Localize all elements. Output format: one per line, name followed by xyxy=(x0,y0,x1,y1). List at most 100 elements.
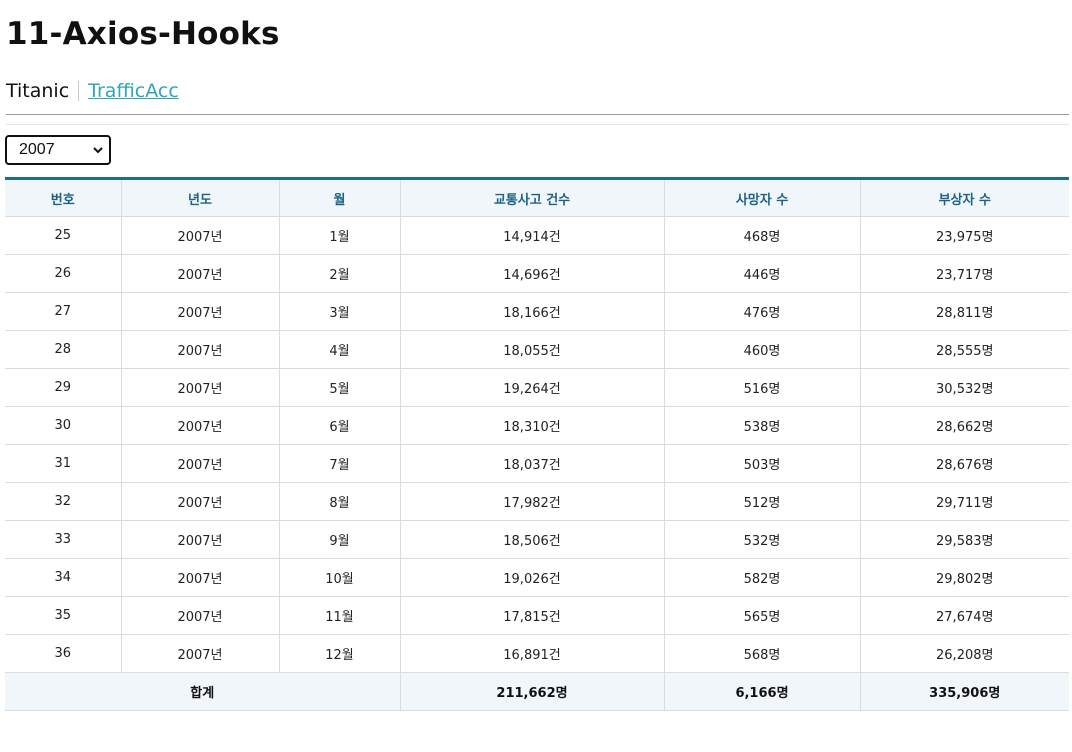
cell-injuries: 28,811명 xyxy=(860,292,1069,331)
divider-light xyxy=(6,124,1069,125)
header-accidents: 교통사고 건수 xyxy=(400,178,665,217)
table-header-row: 번호 년도 월 교통사고 건수 사망자 수 부상자 수 xyxy=(5,178,1069,217)
cell-injuries: 29,802명 xyxy=(860,558,1069,597)
cell-no: 31 xyxy=(5,444,122,483)
table-row: 25 2007년 1월 14,914건 468명 23,975명 xyxy=(5,216,1069,255)
cell-accidents: 18,055건 xyxy=(400,330,665,369)
header-injuries: 부상자 수 xyxy=(860,178,1069,217)
cell-year: 2007년 xyxy=(121,444,280,483)
cell-deaths: 468명 xyxy=(664,216,861,255)
cell-month: 1월 xyxy=(279,216,401,255)
cell-no: 25 xyxy=(5,216,122,255)
nav-link-titanic[interactable]: Titanic xyxy=(6,80,70,102)
table-row: 26 2007년 2월 14,696건 446명 23,717명 xyxy=(5,254,1069,293)
cell-accidents: 19,026건 xyxy=(400,558,665,597)
cell-injuries: 29,583명 xyxy=(860,520,1069,559)
table-row: 33 2007년 9월 18,506건 532명 29,583명 xyxy=(5,520,1069,559)
cell-accidents: 18,037건 xyxy=(400,444,665,483)
cell-year: 2007년 xyxy=(121,520,280,559)
cell-month: 8월 xyxy=(279,482,401,521)
total-deaths: 6,166명 xyxy=(664,672,861,711)
table-row: 28 2007년 4월 18,055건 460명 28,555명 xyxy=(5,330,1069,369)
cell-injuries: 28,555명 xyxy=(860,330,1069,369)
cell-month: 12월 xyxy=(279,634,401,673)
cell-injuries: 26,208명 xyxy=(860,634,1069,673)
cell-injuries: 29,711명 xyxy=(860,482,1069,521)
cell-year: 2007년 xyxy=(121,292,280,331)
cell-no: 32 xyxy=(5,482,122,521)
header-no: 번호 xyxy=(5,178,122,217)
cell-deaths: 538명 xyxy=(664,406,861,445)
nav-link-trafficacc[interactable]: TrafficAcc xyxy=(88,80,179,102)
cell-deaths: 460명 xyxy=(664,330,861,369)
cell-year: 2007년 xyxy=(121,368,280,407)
cell-month: 3월 xyxy=(279,292,401,331)
cell-injuries: 27,674명 xyxy=(860,596,1069,635)
table-row: 32 2007년 8월 17,982건 512명 29,711명 xyxy=(5,482,1069,521)
cell-month: 4월 xyxy=(279,330,401,369)
cell-no: 33 xyxy=(5,520,122,559)
cell-no: 27 xyxy=(5,292,122,331)
cell-accidents: 16,891건 xyxy=(400,634,665,673)
total-label: 합계 xyxy=(5,672,401,711)
cell-injuries: 23,717명 xyxy=(860,254,1069,293)
cell-accidents: 18,166건 xyxy=(400,292,665,331)
header-deaths: 사망자 수 xyxy=(664,178,861,217)
cell-accidents: 17,815건 xyxy=(400,596,665,635)
table-row: 36 2007년 12월 16,891건 568명 26,208명 xyxy=(5,634,1069,673)
cell-accidents: 17,982건 xyxy=(400,482,665,521)
cell-month: 2월 xyxy=(279,254,401,293)
cell-no: 29 xyxy=(5,368,122,407)
cell-no: 26 xyxy=(5,254,122,293)
header-year: 년도 xyxy=(121,178,280,217)
cell-deaths: 516명 xyxy=(664,368,861,407)
cell-deaths: 512명 xyxy=(664,482,861,521)
total-injuries: 335,906명 xyxy=(860,672,1069,711)
traffic-table: 번호 년도 월 교통사고 건수 사망자 수 부상자 수 25 2007년 1월 … xyxy=(5,177,1069,711)
table-row: 29 2007년 5월 19,264건 516명 30,532명 xyxy=(5,368,1069,407)
cell-year: 2007년 xyxy=(121,216,280,255)
cell-year: 2007년 xyxy=(121,558,280,597)
cell-month: 9월 xyxy=(279,520,401,559)
cell-month: 11월 xyxy=(279,596,401,635)
cell-year: 2007년 xyxy=(121,634,280,673)
cell-deaths: 476명 xyxy=(664,292,861,331)
cell-deaths: 532명 xyxy=(664,520,861,559)
cell-month: 7월 xyxy=(279,444,401,483)
total-accidents: 211,662명 xyxy=(400,672,665,711)
year-select-value: 2007 xyxy=(19,141,55,158)
cell-no: 28 xyxy=(5,330,122,369)
nav-separator xyxy=(78,81,80,101)
cell-accidents: 14,696건 xyxy=(400,254,665,293)
page-title: 11-Axios-Hooks xyxy=(6,16,280,52)
cell-month: 10월 xyxy=(279,558,401,597)
table-row: 27 2007년 3월 18,166건 476명 28,811명 xyxy=(5,292,1069,331)
cell-injuries: 23,975명 xyxy=(860,216,1069,255)
header-month: 월 xyxy=(279,178,401,217)
cell-no: 30 xyxy=(5,406,122,445)
year-select[interactable]: 2007 xyxy=(5,135,111,165)
cell-month: 5월 xyxy=(279,368,401,407)
cell-no: 36 xyxy=(5,634,122,673)
cell-deaths: 446명 xyxy=(664,254,861,293)
cell-injuries: 30,532명 xyxy=(860,368,1069,407)
divider xyxy=(6,114,1069,115)
cell-injuries: 28,676명 xyxy=(860,444,1069,483)
table-row: 35 2007년 11월 17,815건 565명 27,674명 xyxy=(5,596,1069,635)
cell-no: 34 xyxy=(5,558,122,597)
cell-deaths: 582명 xyxy=(664,558,861,597)
cell-accidents: 14,914건 xyxy=(400,216,665,255)
cell-injuries: 28,662명 xyxy=(860,406,1069,445)
cell-year: 2007년 xyxy=(121,406,280,445)
cell-month: 6월 xyxy=(279,406,401,445)
top-nav: Titanic TrafficAcc xyxy=(6,76,179,106)
cell-deaths: 568명 xyxy=(664,634,861,673)
cell-accidents: 19,264건 xyxy=(400,368,665,407)
cell-accidents: 18,310건 xyxy=(400,406,665,445)
cell-year: 2007년 xyxy=(121,330,280,369)
table-total-row: 합계 211,662명 6,166명 335,906명 xyxy=(5,672,1069,711)
cell-year: 2007년 xyxy=(121,482,280,521)
cell-deaths: 565명 xyxy=(664,596,861,635)
table-row: 34 2007년 10월 19,026건 582명 29,802명 xyxy=(5,558,1069,597)
